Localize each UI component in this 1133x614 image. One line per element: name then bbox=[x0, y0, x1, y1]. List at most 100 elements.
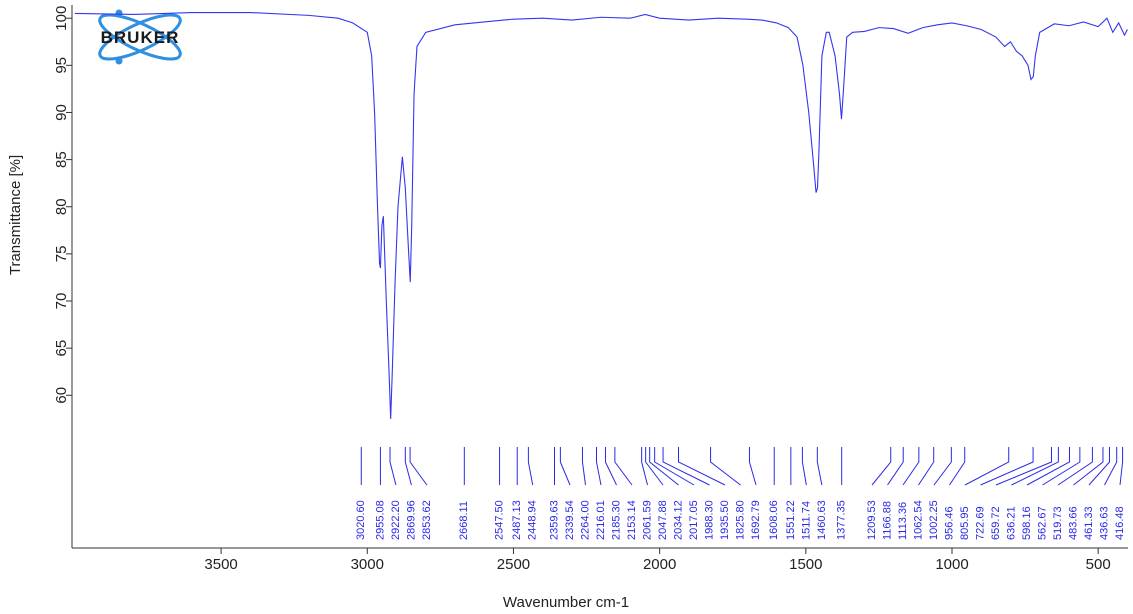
peak-label: 2359.63 bbox=[548, 500, 560, 540]
peak-label: 1377.35 bbox=[836, 500, 848, 540]
peak-label: 2869.96 bbox=[405, 500, 417, 540]
peak-label: 562.67 bbox=[1036, 506, 1048, 540]
peak-label: 2853.62 bbox=[421, 500, 433, 540]
peak-marker bbox=[964, 447, 1010, 486]
peak-label: 2034.12 bbox=[672, 500, 684, 540]
y-tick-label: 80 bbox=[53, 198, 70, 215]
x-tick-label: 3000 bbox=[351, 556, 384, 573]
peak-marker bbox=[1026, 447, 1070, 486]
peak-label: 956.46 bbox=[943, 506, 955, 540]
peak-label: 2017.05 bbox=[688, 500, 700, 540]
y-tick-label: 70 bbox=[53, 293, 70, 310]
y-axis-title: Transmittance [%] bbox=[7, 155, 24, 275]
peak-marker bbox=[801, 447, 807, 486]
peak-label: 436.63 bbox=[1098, 506, 1110, 540]
peak-marker bbox=[933, 447, 952, 486]
x-tick-label: 3500 bbox=[204, 556, 237, 573]
peak-marker bbox=[662, 447, 710, 486]
peak-label: 2061.59 bbox=[641, 500, 653, 540]
logo-text: BRUKER bbox=[101, 28, 180, 47]
peak-marker bbox=[389, 447, 397, 486]
peak-label: 2216.01 bbox=[595, 500, 607, 540]
peak-marker bbox=[404, 447, 412, 486]
y-tick-label: 100 bbox=[53, 6, 70, 31]
peak-label: 2264.00 bbox=[579, 500, 591, 540]
peak-marker bbox=[614, 447, 633, 486]
peak-label: 1551.22 bbox=[785, 500, 797, 540]
peak-label: 636.21 bbox=[1005, 506, 1017, 540]
peak-label: 2487.13 bbox=[511, 500, 523, 540]
peak-marker bbox=[409, 447, 428, 486]
x-axis-title: Wavenumber cm-1 bbox=[503, 594, 629, 611]
peak-label: 1935.50 bbox=[719, 500, 731, 540]
peak-label: 483.66 bbox=[1067, 506, 1079, 540]
spectrum-line bbox=[74, 11, 1128, 419]
peak-label: 3020.60 bbox=[355, 500, 367, 540]
peak-label: 461.33 bbox=[1083, 506, 1095, 540]
peak-marker bbox=[816, 447, 823, 486]
peak-label: 2955.08 bbox=[374, 500, 386, 540]
peak-label: 598.16 bbox=[1021, 506, 1033, 540]
peak-label: 805.95 bbox=[959, 506, 971, 540]
peak-marker bbox=[559, 447, 571, 486]
peak-marker bbox=[995, 447, 1052, 486]
peak-marker bbox=[871, 447, 892, 486]
peak-marker bbox=[710, 447, 741, 486]
peak-marker bbox=[677, 447, 726, 486]
peak-marker bbox=[980, 447, 1034, 486]
peak-label: 659.72 bbox=[990, 506, 1002, 540]
peak-label: 1608.06 bbox=[768, 500, 780, 540]
peak-label: 1002.25 bbox=[928, 500, 940, 540]
peak-label: 1460.63 bbox=[816, 500, 828, 540]
peak-marker bbox=[604, 447, 617, 486]
peak-label: 1692.79 bbox=[750, 500, 762, 540]
x-tick-label: 2500 bbox=[497, 556, 530, 573]
peak-label: 1209.53 bbox=[866, 500, 878, 540]
x-tick-label: 1000 bbox=[935, 556, 968, 573]
peak-label: 416.48 bbox=[1114, 506, 1126, 540]
y-tick-label: 85 bbox=[53, 151, 70, 168]
peak-table: 3020.60 2955.08 2922.20 2869.96 2853.62 2668.… bbox=[355, 447, 1126, 540]
peak-marker bbox=[595, 447, 602, 486]
peak-label: 2047.88 bbox=[657, 500, 669, 540]
peak-label: 2153.14 bbox=[626, 500, 638, 540]
x-tick-label: 1500 bbox=[789, 556, 822, 573]
peak-marker bbox=[645, 447, 664, 486]
peak-marker bbox=[527, 447, 534, 486]
y-tick-label: 75 bbox=[53, 246, 70, 263]
peak-marker bbox=[641, 447, 648, 486]
peak-marker bbox=[581, 447, 586, 486]
peak-marker bbox=[1042, 447, 1081, 486]
y-tick-label: 95 bbox=[53, 57, 70, 74]
peak-marker bbox=[1088, 447, 1110, 486]
peak-marker bbox=[949, 447, 966, 486]
peak-marker bbox=[1057, 447, 1093, 486]
logo-dot bbox=[115, 57, 123, 65]
peak-label: 1062.54 bbox=[912, 500, 924, 540]
peak-label: 2668.11 bbox=[458, 501, 470, 540]
peak-marker bbox=[748, 447, 757, 486]
peak-label: 2339.54 bbox=[564, 500, 576, 540]
peak-label: 2922.20 bbox=[390, 500, 402, 540]
peak-marker bbox=[1011, 447, 1059, 486]
logo-dot bbox=[115, 9, 123, 17]
peak-marker bbox=[654, 447, 695, 486]
y-tick-label: 90 bbox=[53, 104, 70, 121]
x-tick-label: 500 bbox=[1086, 556, 1111, 573]
x-tick-label: 2000 bbox=[643, 556, 676, 573]
peak-label: 1988.30 bbox=[703, 500, 715, 540]
peak-marker bbox=[1073, 447, 1104, 486]
peak-marker bbox=[918, 447, 935, 486]
peak-label: 1511.74 bbox=[800, 501, 812, 540]
logo: BRUKER bbox=[98, 9, 182, 65]
peak-label: 1166.88 bbox=[881, 501, 893, 540]
peak-label: 2547.50 bbox=[493, 500, 505, 540]
y-tick-label: 65 bbox=[53, 340, 70, 357]
peak-label: 1825.80 bbox=[734, 500, 746, 540]
peak-marker bbox=[887, 447, 904, 486]
peak-marker bbox=[1119, 447, 1124, 486]
logo-orbit bbox=[98, 13, 182, 61]
peak-label: 2448.94 bbox=[527, 500, 539, 540]
